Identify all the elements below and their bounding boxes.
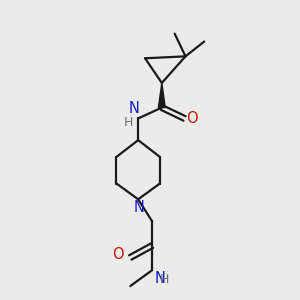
Text: O: O: [112, 247, 123, 262]
Text: N: N: [134, 200, 145, 215]
Text: O: O: [187, 111, 198, 126]
Text: H: H: [124, 116, 133, 129]
Polygon shape: [158, 83, 165, 108]
Text: N: N: [128, 101, 139, 116]
Text: N: N: [155, 271, 166, 286]
Text: H: H: [160, 273, 170, 286]
